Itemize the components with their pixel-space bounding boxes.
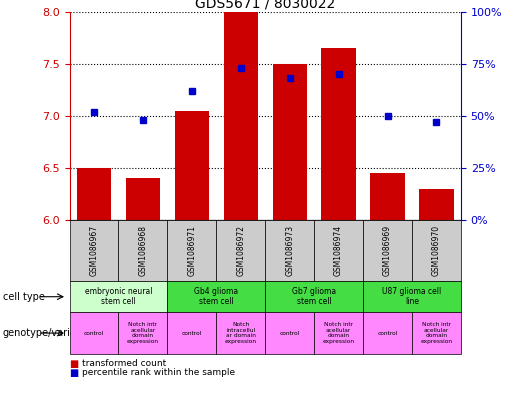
Text: GSM1086971: GSM1086971 [187,225,196,276]
Text: Gb4 glioma
stem cell: Gb4 glioma stem cell [194,287,238,307]
Text: Notch
intracellul
ar domain
expression: Notch intracellul ar domain expression [225,322,257,344]
Text: GSM1086972: GSM1086972 [236,225,245,276]
Text: cell type: cell type [3,292,44,302]
Text: Notch intr
acellular
domain
expression: Notch intr acellular domain expression [322,322,355,344]
Text: Gb7 glioma
stem cell: Gb7 glioma stem cell [292,287,336,307]
Text: ■: ■ [70,367,79,378]
Bar [419,189,454,220]
Text: control: control [182,331,202,336]
Text: transformed count: transformed count [82,359,167,368]
Bar [175,111,209,220]
Text: GSM1086968: GSM1086968 [139,225,147,276]
Text: GSM1086974: GSM1086974 [334,225,343,276]
Bar [126,178,160,220]
Text: Notch intr
acellular
domain
expression: Notch intr acellular domain expression [420,322,453,344]
Text: Notch intr
acellular
domain
expression: Notch intr acellular domain expression [127,322,159,344]
Text: GSM1086967: GSM1086967 [90,225,98,276]
Text: GSM1086969: GSM1086969 [383,225,392,276]
Text: embryonic neural
stem cell: embryonic neural stem cell [84,287,152,307]
Bar [370,173,405,220]
Text: GSM1086970: GSM1086970 [432,225,441,276]
Bar [272,64,307,220]
Text: ■: ■ [70,358,79,369]
Text: control: control [377,331,398,336]
Text: GSM1086973: GSM1086973 [285,225,294,276]
Bar [224,12,258,220]
Title: GDS5671 / 8030022: GDS5671 / 8030022 [195,0,335,11]
Text: genotype/variation: genotype/variation [3,328,95,338]
Text: control: control [280,331,300,336]
Text: U87 glioma cell
line: U87 glioma cell line [382,287,442,307]
Text: control: control [84,331,104,336]
Text: percentile rank within the sample: percentile rank within the sample [82,368,235,377]
Bar [321,48,356,220]
Bar [77,168,111,220]
